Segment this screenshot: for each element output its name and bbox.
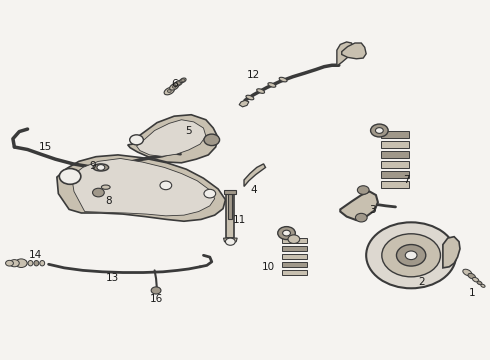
- Polygon shape: [226, 192, 234, 238]
- Circle shape: [5, 260, 13, 266]
- Circle shape: [130, 135, 144, 145]
- Ellipse shape: [463, 269, 472, 276]
- Text: 16: 16: [149, 294, 163, 304]
- Text: 10: 10: [262, 262, 275, 272]
- Circle shape: [204, 189, 216, 198]
- FancyBboxPatch shape: [282, 254, 307, 259]
- Text: 6: 6: [171, 79, 177, 89]
- Ellipse shape: [164, 87, 174, 95]
- Circle shape: [357, 186, 369, 194]
- Text: 5: 5: [186, 126, 192, 135]
- Circle shape: [278, 226, 295, 239]
- FancyBboxPatch shape: [381, 131, 409, 138]
- Circle shape: [355, 213, 367, 222]
- Ellipse shape: [481, 284, 485, 287]
- FancyBboxPatch shape: [381, 161, 409, 168]
- Ellipse shape: [40, 261, 45, 266]
- Ellipse shape: [170, 84, 179, 90]
- Polygon shape: [244, 164, 266, 186]
- Circle shape: [59, 168, 81, 184]
- Ellipse shape: [279, 77, 287, 82]
- FancyBboxPatch shape: [282, 238, 307, 243]
- Ellipse shape: [175, 80, 182, 86]
- Circle shape: [151, 287, 161, 294]
- Text: 13: 13: [105, 273, 119, 283]
- Circle shape: [366, 222, 456, 288]
- Text: 1: 1: [469, 288, 475, 298]
- Circle shape: [382, 234, 441, 277]
- Circle shape: [370, 124, 388, 137]
- Circle shape: [160, 181, 172, 190]
- Ellipse shape: [34, 261, 39, 266]
- Circle shape: [225, 238, 235, 245]
- Circle shape: [172, 85, 176, 88]
- Polygon shape: [224, 190, 236, 194]
- Polygon shape: [337, 42, 353, 66]
- Polygon shape: [443, 237, 460, 268]
- Circle shape: [93, 188, 104, 197]
- Circle shape: [396, 244, 426, 266]
- Polygon shape: [57, 155, 225, 221]
- Text: 11: 11: [233, 215, 246, 225]
- Text: 15: 15: [39, 142, 52, 152]
- FancyBboxPatch shape: [381, 171, 409, 178]
- Text: 2: 2: [418, 277, 425, 287]
- Ellipse shape: [180, 78, 186, 82]
- Circle shape: [9, 260, 19, 267]
- FancyBboxPatch shape: [282, 262, 307, 267]
- Circle shape: [288, 235, 300, 243]
- Polygon shape: [228, 192, 232, 220]
- Text: 14: 14: [29, 249, 43, 260]
- Circle shape: [15, 259, 27, 267]
- Circle shape: [283, 230, 291, 236]
- Ellipse shape: [22, 261, 27, 266]
- Circle shape: [176, 82, 180, 85]
- Polygon shape: [342, 43, 366, 59]
- Circle shape: [375, 128, 383, 134]
- Ellipse shape: [477, 281, 482, 285]
- Ellipse shape: [101, 185, 110, 189]
- Polygon shape: [128, 115, 218, 163]
- Text: 4: 4: [250, 185, 257, 195]
- Text: 8: 8: [105, 196, 112, 206]
- Text: 3: 3: [369, 206, 375, 216]
- Polygon shape: [137, 120, 206, 156]
- FancyBboxPatch shape: [381, 181, 409, 188]
- Polygon shape: [72, 158, 215, 216]
- Circle shape: [97, 165, 105, 170]
- Text: 7: 7: [403, 175, 410, 185]
- Text: 12: 12: [247, 70, 260, 80]
- Ellipse shape: [472, 278, 479, 282]
- Text: 9: 9: [89, 161, 96, 171]
- Circle shape: [405, 251, 417, 260]
- Ellipse shape: [28, 261, 33, 266]
- Polygon shape: [239, 100, 249, 107]
- FancyBboxPatch shape: [282, 270, 307, 275]
- FancyBboxPatch shape: [381, 140, 409, 148]
- Ellipse shape: [468, 273, 475, 279]
- Ellipse shape: [93, 164, 109, 171]
- FancyBboxPatch shape: [282, 246, 307, 251]
- Polygon shape: [340, 192, 378, 220]
- Polygon shape: [223, 238, 237, 244]
- Ellipse shape: [246, 95, 254, 100]
- Circle shape: [167, 90, 171, 93]
- Ellipse shape: [16, 261, 21, 266]
- Ellipse shape: [268, 83, 276, 87]
- Ellipse shape: [257, 89, 265, 93]
- FancyBboxPatch shape: [381, 150, 409, 158]
- Circle shape: [204, 134, 220, 145]
- Circle shape: [181, 79, 185, 82]
